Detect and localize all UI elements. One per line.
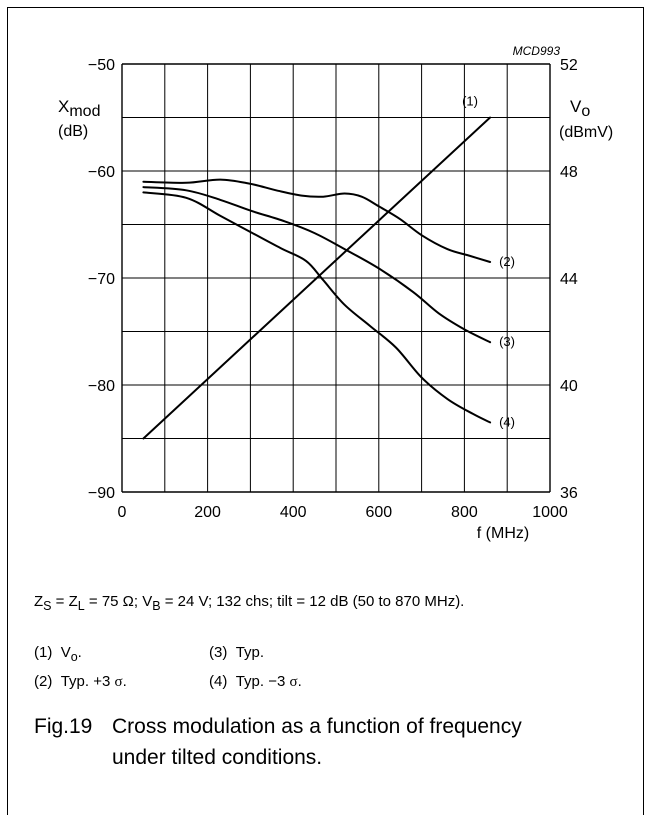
x-tick-label: 800 [451,504,478,521]
figure-code: MCD993 [513,44,561,58]
figure-frame [7,7,644,815]
figure-caption: Fig.19 Cross modulation as a function of… [34,711,522,769]
legend-key: (1) [34,644,53,661]
x-tick-label: 600 [365,504,392,521]
legend-key: (2) [34,673,53,690]
left-axis-unit: (dB) [58,123,88,140]
left-tick-label: −70 [88,271,115,288]
right-tick-label: 44 [560,271,578,288]
svg-text:Vo: Vo [570,97,590,120]
series-line-2 [142,178,492,263]
legend-key: (4) [209,673,228,690]
x-tick-label: 400 [280,504,307,521]
conditions-note: ZS = ZL = 75 Ω; VB = 24 V; 132 chs; tilt… [34,593,465,613]
right-axis-label-sub: o [581,103,590,120]
svg-text:Xmod: Xmod [58,97,100,120]
right-axis-label: Vo (dBmV) [559,97,613,141]
legend-key: (3) [209,644,228,661]
caption-label: Fig.19 [34,715,93,738]
x-tick-label: 0 [118,504,127,521]
x-axis-label: f (MHz) [477,525,529,542]
x-tick-label: 1000 [532,504,568,521]
left-axis-label-sub: mod [69,103,100,120]
left-tick-label: −80 [88,378,115,395]
legend-item-2: (2) Typ. +3 σ. [34,673,127,690]
series-label-2: (2) [499,254,515,269]
series-line-3 [142,186,492,344]
left-tick-label: −90 [88,485,115,502]
left-axis-label-main: X [58,97,69,116]
series-label-3: (3) [499,334,515,349]
right-axis-label-main: V [570,97,582,116]
series-label-4: (4) [499,414,515,429]
series-line-1 [142,116,492,440]
legend-item-1: (1) Vo. [34,644,82,664]
right-tick-label: 52 [560,57,578,74]
legend-item-4: (4) Typ. −3 σ. [209,673,302,690]
caption-line-2: under tilted conditions. [112,746,323,769]
series-line-4 [142,191,492,424]
right-tick-label: 36 [560,485,578,502]
left-axis-label: Xmod (dB) [58,97,100,140]
grid [121,63,551,493]
caption-line-1: Cross modulation as a function of freque… [112,715,522,738]
right-tick-label: 40 [560,378,578,395]
legend-item-3: (3) Typ. [209,644,265,661]
curves [142,116,492,440]
x-tick-label: 200 [194,504,221,521]
left-tick-label: −60 [88,164,115,181]
tick-labels: 0 200 400 600 800 1000 −90 −80 −70 −60 −50 36 40 44 48… [88,57,578,521]
series-label-1: (1) [462,94,478,109]
right-axis-unit: (dBmV) [559,124,613,141]
curve-labels: (1) (2) (3) (4) [462,94,515,430]
left-tick-label: −50 [88,57,115,74]
right-tick-label: 48 [560,164,578,181]
